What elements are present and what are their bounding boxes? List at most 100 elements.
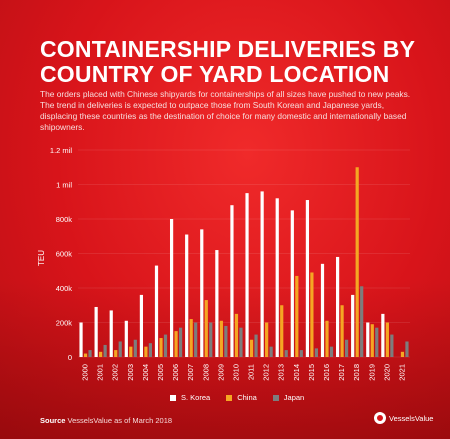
bar-s-korea-2004 [139, 294, 144, 357]
legend: S. Korea China Japan [170, 393, 304, 402]
bar-china-2001 [99, 351, 103, 357]
legend-label-s-korea: S. Korea [181, 393, 211, 402]
bar-japan-2011 [254, 334, 258, 357]
source-note: Source VesselsValue as of March 2018 [40, 416, 172, 425]
bar-japan-2002 [118, 341, 122, 357]
y-axis-label: TEU [37, 250, 46, 266]
bar-japan-2013 [284, 350, 288, 357]
bar-japan-2010 [239, 327, 243, 357]
x-tick-label: 2011 [247, 364, 256, 380]
bar-japan-2018 [360, 286, 364, 357]
x-axis-tick-labels: 2000 2001 2002 2003 2004 2005 2006 2007 2008 2009… [81, 364, 407, 381]
bar-china-2013 [280, 305, 284, 357]
bar-japan-2021 [405, 341, 409, 357]
x-tick-label: 2010 [231, 364, 240, 381]
bar-s-korea-2016 [320, 263, 325, 357]
bar-japan-2020 [390, 334, 394, 357]
legend-item-s-korea: S. Korea [170, 393, 210, 402]
bar-japan-2003 [133, 339, 137, 357]
bar-s-korea-2000 [79, 322, 83, 357]
bar-s-korea-2008 [200, 229, 204, 357]
legend-item-china: China [226, 393, 257, 402]
bar-japan-2008 [209, 322, 213, 357]
legend-swatch-japan [272, 394, 279, 401]
bar-china-2020 [385, 322, 389, 357]
bar-japan-2000 [88, 350, 92, 357]
bar-s-korea-2002 [109, 310, 113, 357]
y-tick-label: 400k [56, 284, 73, 293]
x-tick-label: 2017 [337, 364, 346, 381]
legend-item-japan: Japan [272, 393, 304, 402]
x-tick-label: 2007 [186, 364, 195, 381]
x-tick-label: 2016 [322, 364, 331, 381]
legend-swatch-s-korea [170, 394, 176, 401]
x-tick-label: 2006 [171, 364, 180, 381]
bar-s-korea-2011 [245, 193, 249, 357]
bar-china-2011 [249, 339, 254, 357]
gridlines [78, 149, 410, 358]
x-tick-label: 2018 [352, 364, 361, 381]
bar-china-2006 [174, 331, 178, 357]
source-text: VesselsValue as of March 2018 [67, 416, 173, 425]
y-tick-label: 200k [56, 319, 73, 328]
bar-japan-2009 [224, 325, 228, 357]
bar-japan-2006 [178, 327, 183, 357]
bar-s-korea-2015 [305, 200, 310, 357]
x-tick-label: 2008 [201, 364, 210, 381]
bar-s-korea-2007 [185, 234, 189, 357]
bar-japan-2016 [329, 346, 334, 357]
bar-china-2017 [340, 305, 344, 357]
logo-icon [374, 412, 386, 424]
bar-japan-2012 [269, 346, 273, 357]
bar-s-korea-2003 [124, 320, 128, 357]
y-tick-label: 1.2 mil [50, 146, 72, 155]
bar-china-2014 [295, 275, 299, 357]
bar-china-2015 [310, 272, 314, 357]
bar-s-korea-2009 [215, 250, 219, 357]
chart-description: The orders placed with Chinese shipyards… [40, 89, 411, 132]
x-tick-label: 2001 [96, 364, 105, 381]
bar-s-korea-2001 [94, 306, 98, 357]
bar-china-2008 [204, 300, 208, 357]
bar-s-korea-2005 [154, 265, 159, 357]
x-tick-label: 2003 [126, 364, 135, 381]
x-tick-label: 2002 [111, 364, 120, 381]
y-tick-label: 0 [68, 353, 72, 362]
bar-china-2018 [355, 167, 359, 357]
x-tick-label: 2004 [141, 364, 150, 381]
x-tick-label: 2020 [382, 364, 391, 381]
vesselsvalue-logo: VesselsValue [374, 412, 433, 424]
bar-japan-2014 [299, 350, 303, 357]
bar-china-2019 [370, 324, 374, 357]
x-tick-label: 2005 [156, 364, 165, 381]
bar-china-2004 [144, 346, 148, 357]
x-tick-label: 2009 [216, 364, 225, 381]
bar-china-2009 [219, 320, 223, 357]
bar-s-korea-2006 [169, 219, 174, 357]
x-tick-label: 2012 [262, 364, 271, 381]
bar-s-korea-2018 [351, 294, 355, 357]
bar-japan-2001 [103, 344, 107, 357]
x-tick-label: 2014 [292, 364, 301, 381]
bar-china-2003 [129, 346, 133, 357]
bar-china-2010 [234, 313, 239, 357]
x-tick-label: 2021 [397, 364, 406, 381]
y-tick-label: 1 mil [56, 181, 72, 190]
bar-s-korea-2014 [290, 210, 294, 357]
bar-japan-2004 [148, 343, 153, 357]
source-label: Source [40, 416, 66, 425]
bar-japan-2019 [375, 327, 379, 357]
bar-s-korea-2013 [275, 198, 279, 357]
legend-swatch-china [226, 394, 233, 401]
bar-japan-2007 [194, 322, 198, 357]
x-tick-label: 2015 [307, 364, 316, 381]
bar-s-korea-2010 [230, 205, 234, 357]
y-axis-tick-labels: 0 200k 400k 600k 800k 1 mil 1.2 mil [50, 146, 72, 362]
bars [79, 167, 409, 357]
bar-china-2016 [325, 320, 329, 357]
bar-china-2021 [400, 351, 405, 357]
logo-text: VesselsValue [389, 413, 434, 423]
bar-china-2002 [114, 350, 118, 357]
